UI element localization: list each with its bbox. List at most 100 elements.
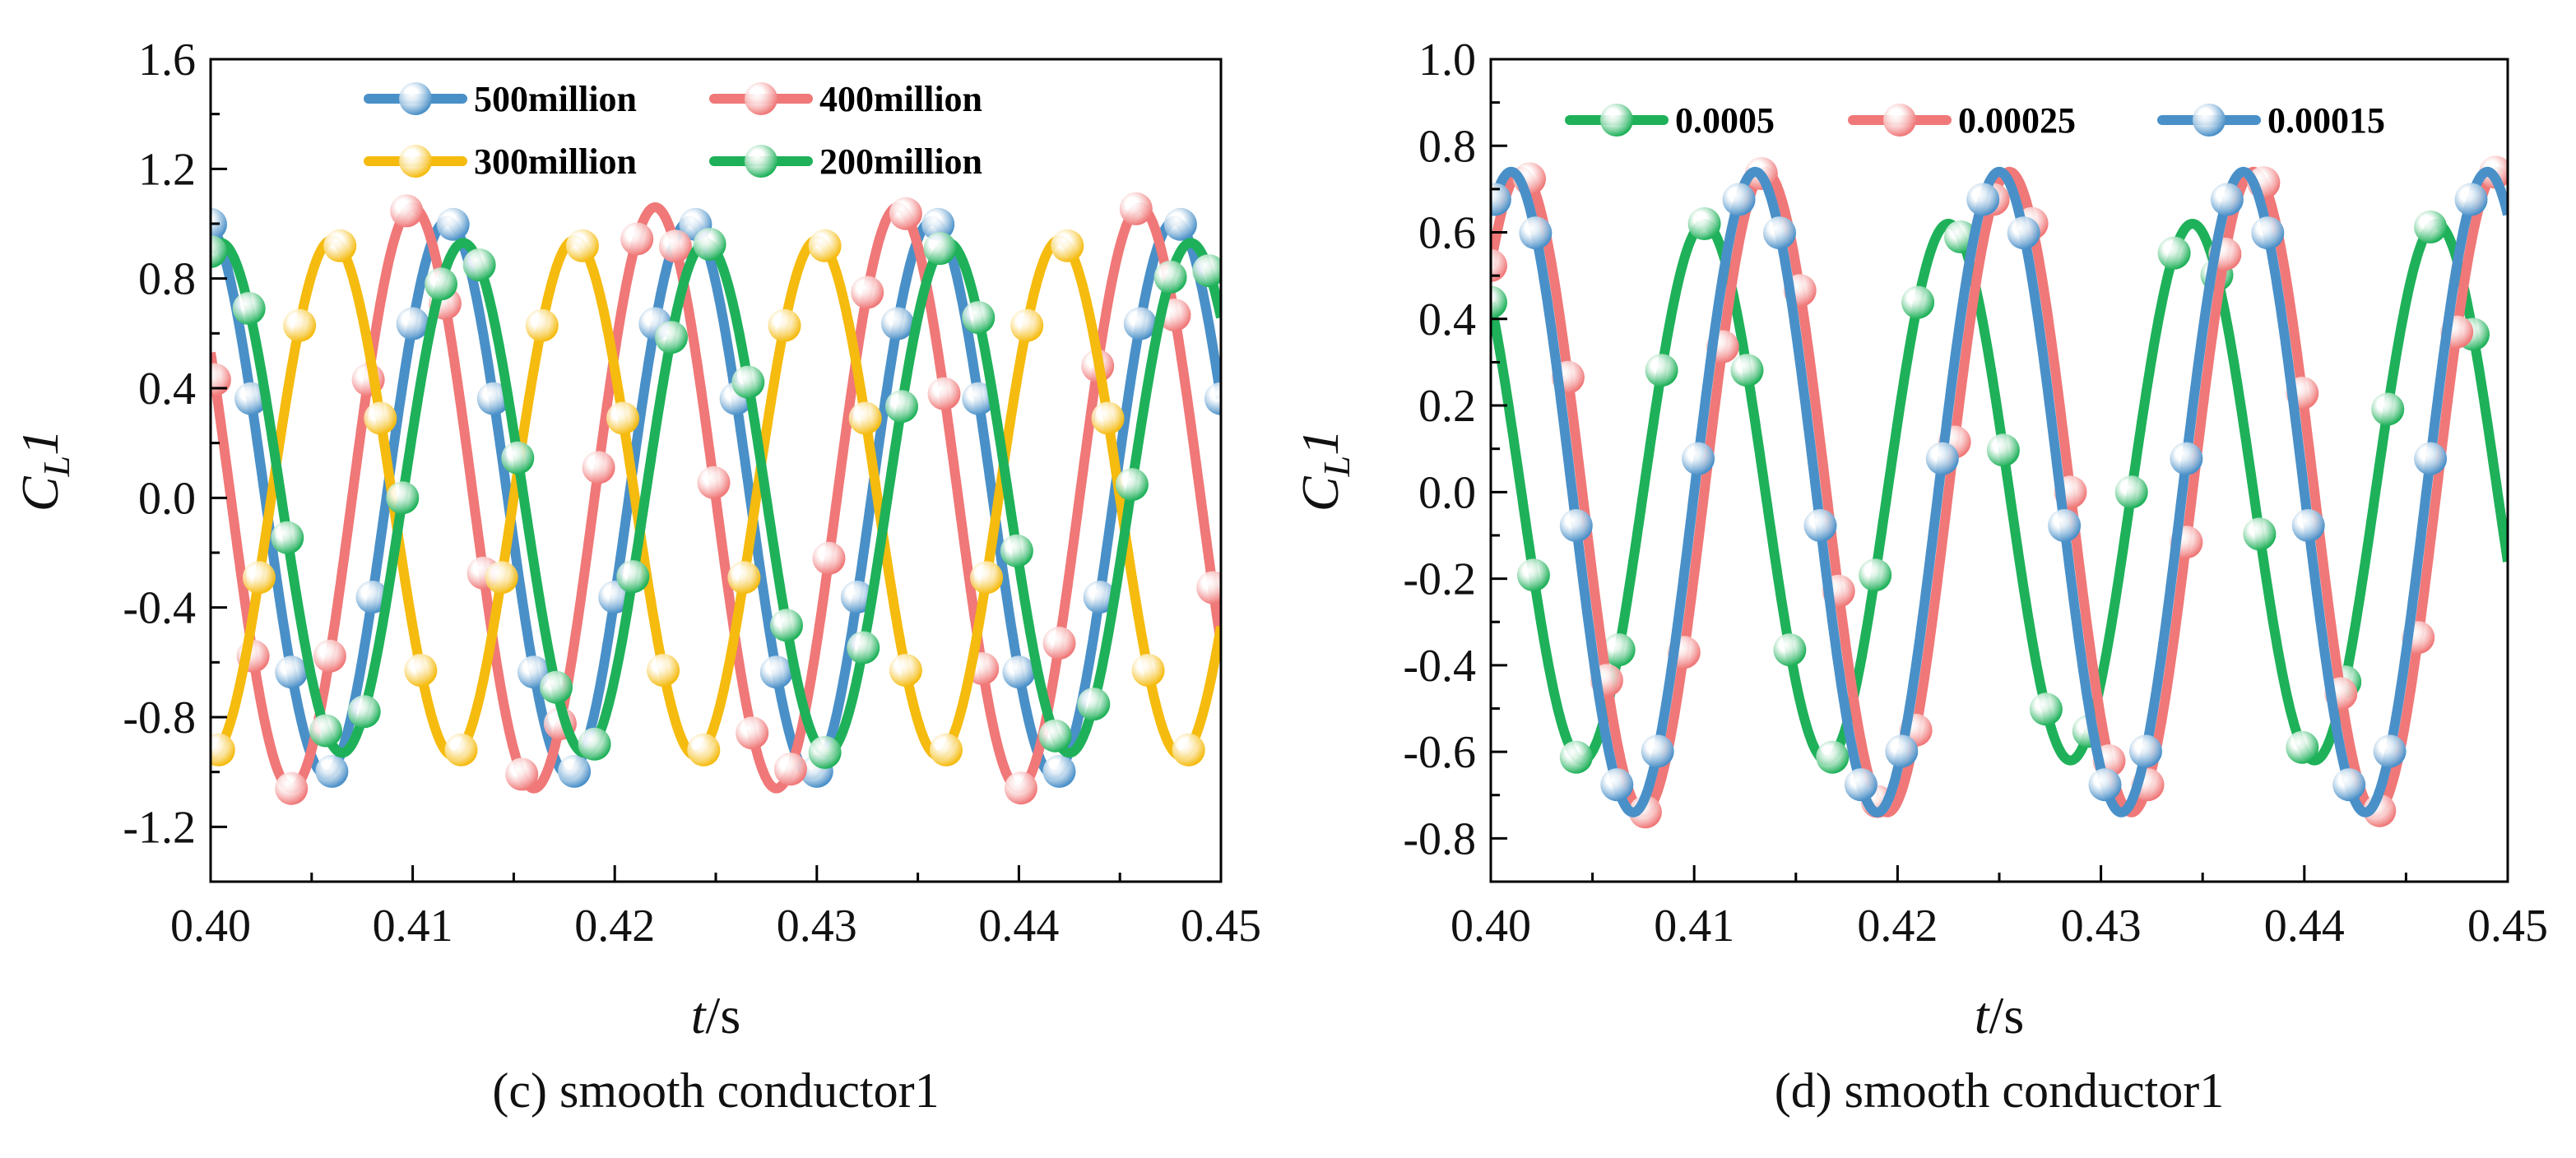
series-marker-300million [444,733,478,767]
series-marker-200million [425,267,457,301]
series-marker-400million [697,466,731,499]
series-marker-300million [404,654,438,687]
x-tick-label: 0.42 [1857,901,1938,952]
x-tick-label: 0.44 [978,901,1059,952]
series-marker-0.00015 [1559,509,1593,542]
series-marker-0.00015 [1885,734,1919,768]
series-marker-500million [921,207,955,241]
series-marker-400million [313,639,346,673]
series-line-0.00025 [1491,166,2508,818]
series-marker-0.0005 [1859,558,1892,592]
legend-marker [2193,104,2226,137]
x-tick-label: 0.42 [574,901,655,952]
series-marker-200million [1000,534,1033,567]
series-marker-300million [848,401,882,435]
series-marker-0.00015 [2373,734,2407,768]
series-marker-0.00015 [1722,183,1756,216]
series-marker-200million [1192,254,1221,288]
chart-caption: (d) smooth conductor1 [1775,1063,2225,1118]
chart-d: 0.40 0.41 0.42 0.43 0.44 0.45 -0.8 -0.6 -0.4 -0.2… [1291,35,2548,1118]
tick-marks [209,58,1223,882]
x-axis-label: t/s [1975,986,2024,1045]
series-marker-200million [347,695,381,729]
series-marker-300million [525,308,559,342]
series-marker-0.0005 [1773,633,1807,667]
series-marker-0.00015 [1682,442,1715,475]
series-marker-500million [1204,382,1221,415]
series-marker-0.00015 [2129,734,2162,768]
series-marker-0.0005 [1816,740,1850,774]
series-marker-200million [885,390,918,424]
series-marker-300million [1131,654,1165,687]
series-marker-0.00015 [1844,768,1877,802]
series-marker-400million [658,229,692,263]
series-marker-0.00015 [1600,768,1634,802]
legend-marker [399,82,432,115]
x-tick-label: 0.41 [373,901,453,952]
series-marker-200million [847,631,880,665]
y-tick-label: 0.4 [1418,294,1476,345]
series-marker-300million [1051,229,1084,262]
legend: 0.0005 0.00025 0.00015 [1565,100,2385,141]
series-marker-200million [578,727,611,761]
series-marker-0.00015 [2251,216,2285,250]
y-tick-label: -0.4 [123,583,196,634]
series-marker-0.0005 [1645,354,1678,387]
series-marker-0.00015 [2210,183,2244,216]
x-tick-label: 0.40 [170,901,251,952]
series-marker-0.00025 [1491,248,1507,282]
chart-caption: (c) smooth conductor1 [492,1063,939,1118]
series-marker-300million [930,733,963,767]
series-marker-0.0005 [2157,236,2191,270]
series-marker-500million [558,754,592,788]
series-marker-500million [1083,581,1116,614]
series-marker-0.0005 [1901,285,1935,319]
x-axis-label: t/s [691,986,740,1045]
series-marker-0.0005 [1602,633,1636,667]
series-marker-400million [927,377,961,410]
series-marker-0.00015 [1491,183,1511,216]
series-marker-300million [889,654,922,687]
series-marker-500million [396,307,429,340]
legend: 500million 400million 300million 200million [364,79,982,182]
legend-marker [1883,104,1916,137]
series-marker-0.00015 [2332,768,2366,802]
y-tick-label: 0.6 [1418,208,1476,259]
series-marker-500million [881,307,914,340]
series-marker-200million [1115,468,1149,502]
series-marker-400million [1004,771,1037,805]
y-axis-label: CL1 [11,429,77,512]
series-marker-0.00015 [1519,216,1553,250]
series-marker-300million [647,654,680,687]
series-marker-400million [812,541,846,575]
series-marker-0.00015 [1641,734,1674,768]
y-tick-label: 0.0 [138,473,196,524]
y-tick-label: -0.4 [1403,641,1476,692]
x-tick-label: 0.45 [1181,901,1261,952]
series-marker-300million [364,401,397,435]
legend-marker [745,82,777,115]
series-marker-300million [1091,401,1125,435]
series-marker-300million [323,229,357,262]
series-marker-200million [808,735,842,769]
series-marker-400million [1119,192,1153,225]
series-marker-500million [315,754,349,788]
series-marker-500million [962,382,996,415]
series-marker-200million [232,292,266,325]
legend-marker [399,145,432,178]
x-tick-label: 0.44 [2264,901,2345,952]
series-marker-200million [962,301,996,335]
y-tick-label: -0.8 [1403,813,1476,864]
series-marker-200million [655,321,688,354]
series-marker-300million [565,229,599,262]
series-marker-300million [1172,733,1205,767]
x-tick-label: 0.43 [2061,901,2142,952]
series-marker-200million [540,670,573,704]
series-marker-300million [768,308,801,342]
series-layer [211,192,1221,805]
series-marker-300million [242,561,276,595]
series-marker-300million [687,733,721,767]
series-marker-200million [1153,260,1187,294]
y-tick-label: -0.6 [1403,727,1476,778]
series-marker-0.00015 [1966,183,2000,216]
